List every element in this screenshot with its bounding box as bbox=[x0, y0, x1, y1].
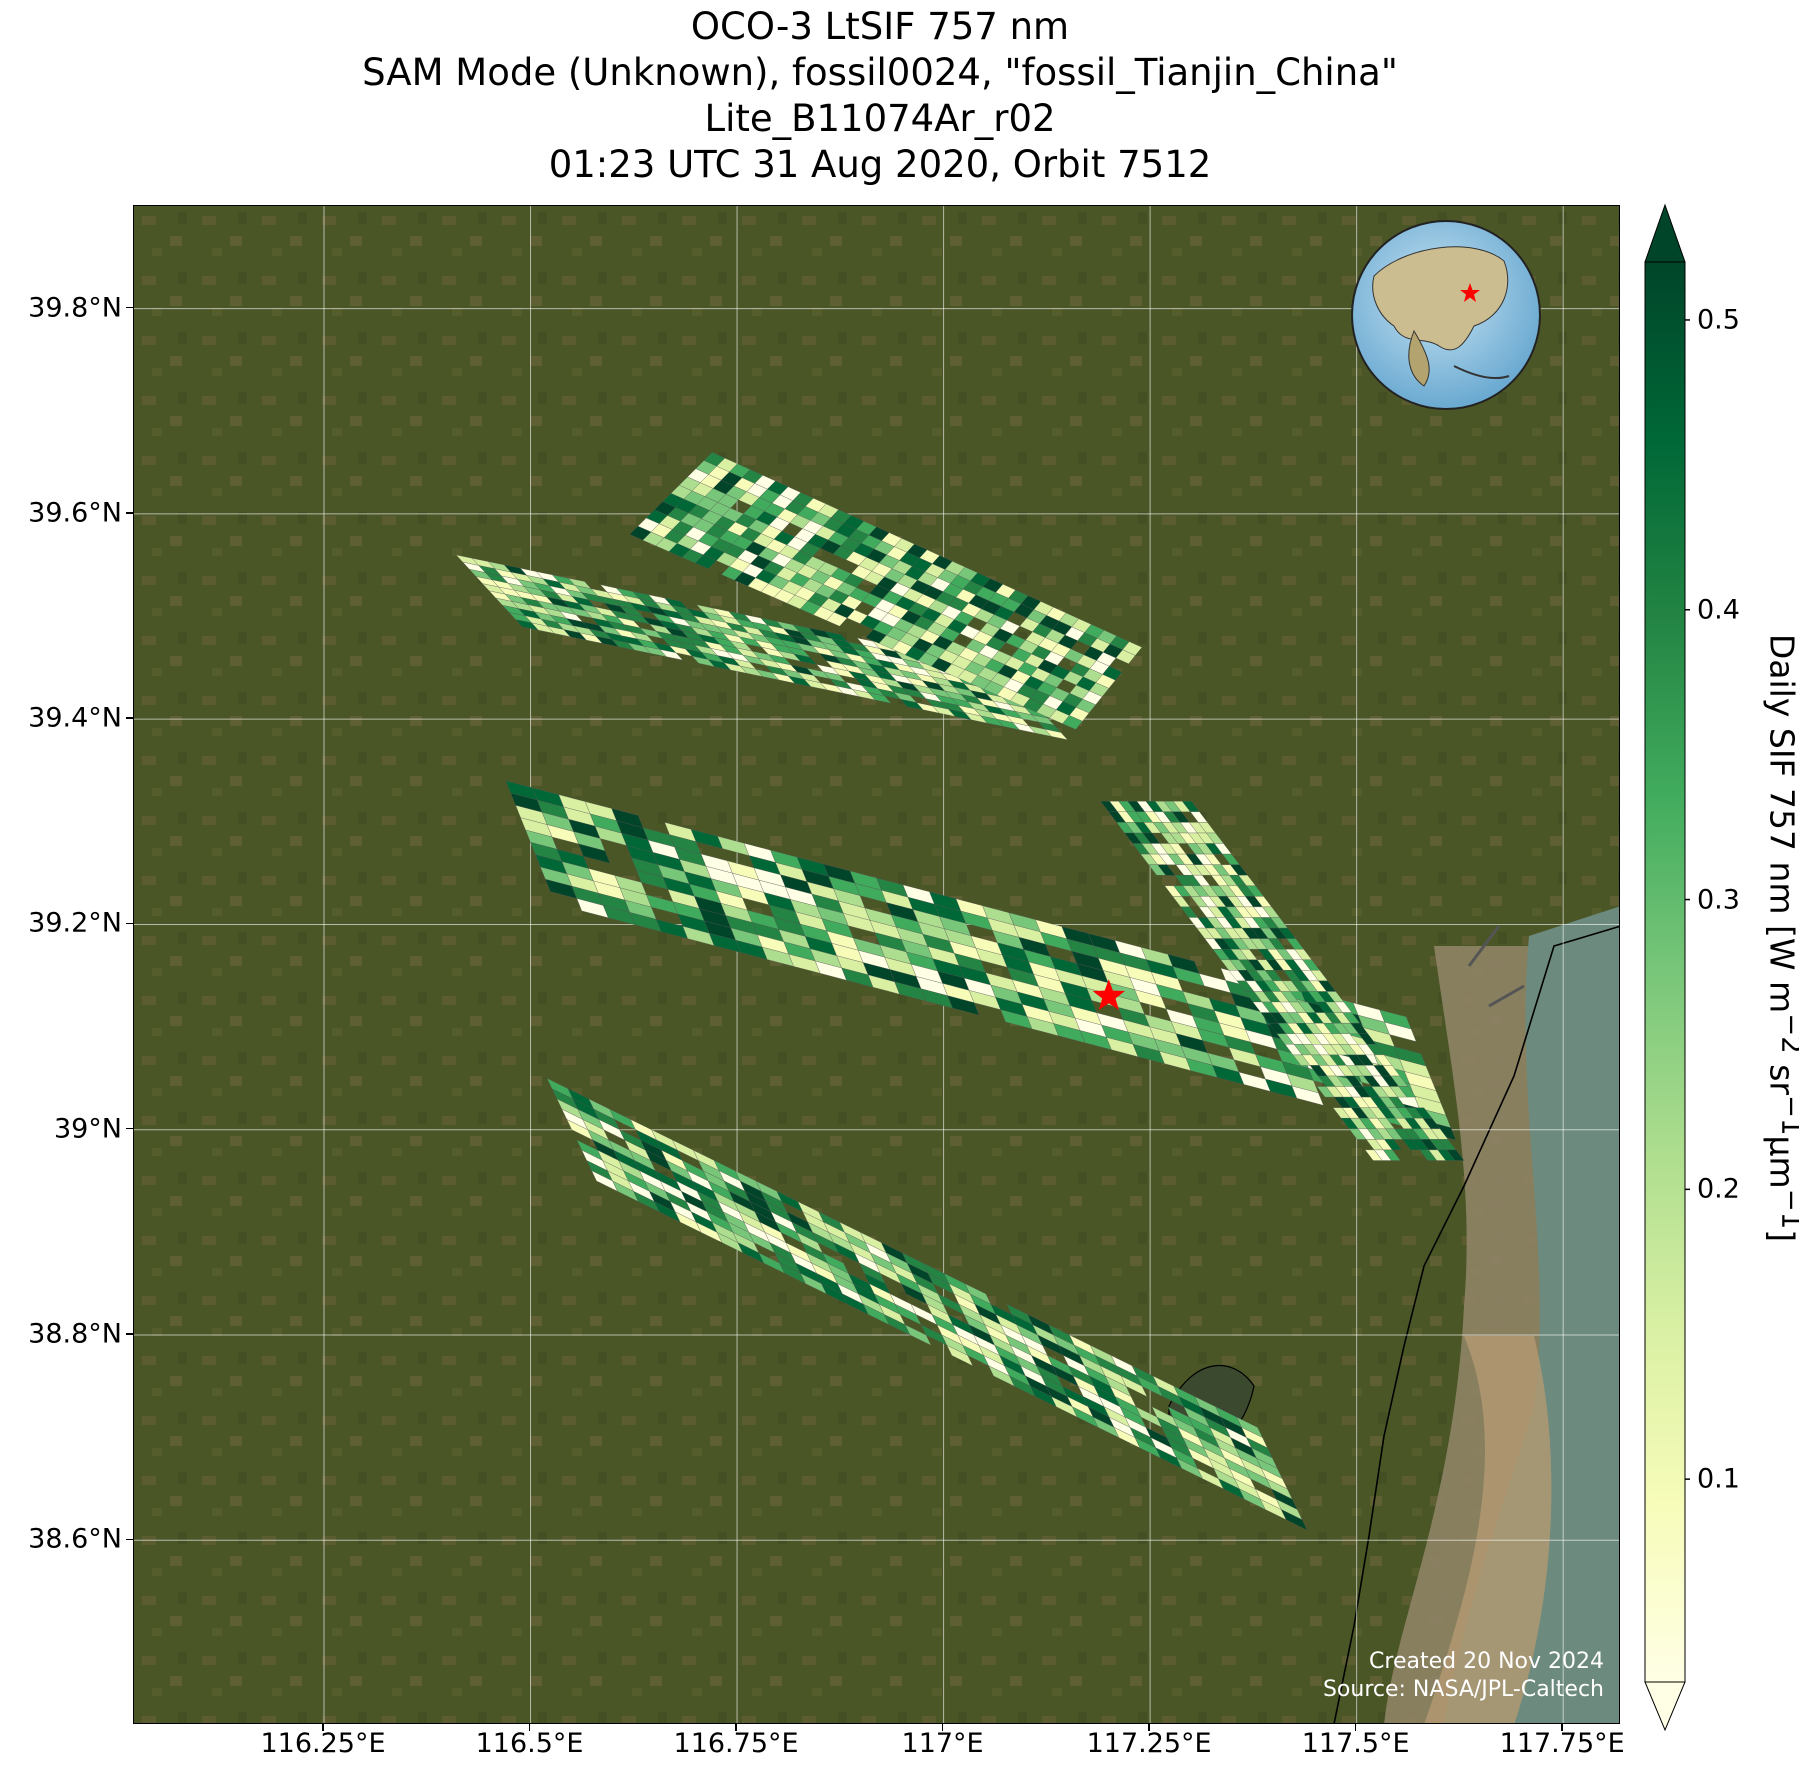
lon-tick-mark bbox=[735, 1724, 737, 1731]
globe-inset bbox=[1351, 220, 1541, 410]
colorbar-tick-label: 0.1 bbox=[1697, 1463, 1740, 1495]
lat-tick-mark bbox=[126, 1333, 133, 1335]
sounding-cell bbox=[1280, 1509, 1308, 1531]
sounding-cell bbox=[1115, 649, 1136, 664]
lon-tick-mark bbox=[322, 1724, 324, 1731]
lat-tick-label: 39.4°N bbox=[28, 702, 122, 734]
lon-tick-mark bbox=[528, 1724, 531, 1731]
map-panel[interactable] bbox=[133, 205, 1620, 1724]
colorbar bbox=[1644, 203, 1690, 1732]
lat-tick-label: 39.6°N bbox=[28, 497, 122, 529]
lat-tick-label: 39.2°N bbox=[28, 907, 122, 939]
title-line-2: SAM Mode (Unknown), fossil0024, "fossil_… bbox=[362, 51, 1398, 94]
sounding-cell bbox=[1384, 1139, 1402, 1151]
globe-target-star bbox=[1460, 283, 1480, 302]
lon-tick-label: 117.75°E bbox=[1499, 1728, 1625, 1759]
colorbar-extend-top bbox=[1644, 203, 1686, 263]
sounding-cell bbox=[1382, 1149, 1401, 1161]
sounding-cell bbox=[904, 1324, 932, 1346]
sounding-cell bbox=[1384, 1021, 1417, 1042]
sounding-cell bbox=[1062, 715, 1083, 730]
lat-tick-mark bbox=[126, 512, 133, 514]
lon-tick-label: 116.25°E bbox=[260, 1728, 386, 1759]
map-canvas bbox=[134, 206, 1619, 1723]
lon-tick-mark bbox=[941, 1724, 944, 1731]
colorbar-tick-label: 0.5 bbox=[1697, 304, 1740, 336]
colorbar-tick-label: 0.2 bbox=[1697, 1173, 1740, 1205]
figure-title: OCO-3 LtSIF 757 nm SAM Mode (Unknown), f… bbox=[0, 4, 1760, 188]
title-line-3: Lite_B11074Ar_r02 bbox=[704, 97, 1056, 140]
colorbar-tick-label: 0.4 bbox=[1697, 594, 1740, 626]
lon-tick-mark bbox=[1148, 1724, 1150, 1731]
lat-tick-mark bbox=[126, 717, 133, 719]
lat-tick-mark bbox=[126, 1538, 133, 1540]
lon-tick-mark bbox=[1561, 1724, 1563, 1731]
lon-tick-label: 117.25°E bbox=[1086, 1728, 1212, 1759]
lat-tick-label: 38.6°N bbox=[28, 1523, 122, 1555]
target-marker bbox=[1092, 979, 1125, 1010]
lon-tick-mark bbox=[1354, 1724, 1357, 1731]
data-source: Source: NASA/JPL-Caltech bbox=[1322, 1677, 1604, 1702]
colorbar-label: Daily SIF 757 nm [W m−2 sr−1μm−1] bbox=[1762, 633, 1799, 1243]
sif-soundings bbox=[455, 452, 1465, 1531]
sounding-cell bbox=[659, 649, 684, 661]
sounding-cell bbox=[578, 843, 611, 864]
sounding-cell bbox=[1398, 1086, 1417, 1098]
title-line-1: OCO-3 LtSIF 757 nm bbox=[690, 5, 1070, 48]
colorbar-extend-bottom bbox=[1644, 1681, 1686, 1732]
sounding-cell bbox=[1120, 1375, 1148, 1397]
lat-tick-label: 39.8°N bbox=[28, 292, 122, 324]
created-date: Created 20 Nov 2024 bbox=[1369, 1649, 1604, 1674]
lat-tick-mark bbox=[126, 306, 133, 309]
sounding-cell bbox=[946, 1344, 974, 1367]
lat-tick-label: 39°N bbox=[53, 1113, 122, 1145]
lat-tick-label: 38.8°N bbox=[28, 1318, 122, 1350]
star-icon bbox=[1092, 979, 1125, 1010]
sounding-cell bbox=[826, 612, 848, 627]
colorbar-tick-label: 0.3 bbox=[1697, 884, 1740, 916]
lon-tick-label: 116.75°E bbox=[673, 1728, 799, 1759]
credits: Created 20 Nov 2024 Source: NASA/JPL-Cal… bbox=[1323, 1648, 1604, 1704]
lat-tick-mark bbox=[126, 1127, 133, 1130]
sounding-cell bbox=[695, 554, 717, 569]
lon-tick-label: 117°E bbox=[901, 1728, 984, 1759]
sounding-cell bbox=[1446, 1149, 1465, 1161]
sounding-cell bbox=[868, 692, 892, 704]
sounding-cell bbox=[1044, 728, 1068, 740]
lon-tick-label: 117.5°E bbox=[1301, 1728, 1410, 1759]
lon-tick-label: 116.5°E bbox=[475, 1728, 584, 1759]
lat-tick-mark bbox=[126, 922, 133, 925]
sounding-cell bbox=[1291, 1085, 1324, 1106]
title-line-4: 01:23 UTC 31 Aug 2020, Orbit 7512 bbox=[548, 143, 1212, 186]
sounding-cell bbox=[947, 995, 980, 1016]
colorbar-body bbox=[1644, 261, 1686, 1683]
